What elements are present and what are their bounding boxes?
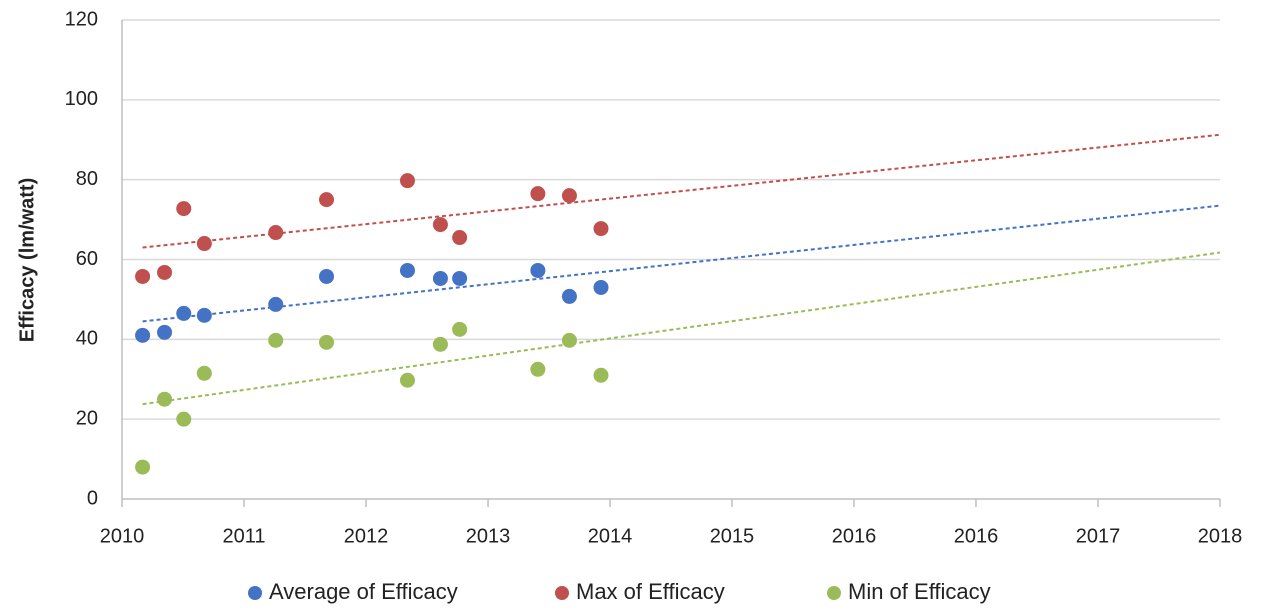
point bbox=[157, 264, 173, 280]
legend-marker bbox=[555, 586, 569, 600]
point bbox=[399, 173, 415, 189]
point bbox=[135, 459, 151, 475]
point bbox=[135, 327, 151, 343]
point bbox=[157, 324, 173, 340]
point bbox=[530, 262, 546, 278]
legend-marker bbox=[827, 586, 841, 600]
x-tick-label: 2013 bbox=[466, 525, 511, 547]
x-tick-label: 2018 bbox=[1198, 525, 1243, 547]
point bbox=[530, 186, 546, 202]
y-tick-label: 80 bbox=[76, 168, 98, 190]
point bbox=[593, 221, 609, 237]
trend-line bbox=[142, 204, 1221, 323]
point bbox=[561, 332, 577, 348]
y-tick-label: 100 bbox=[65, 88, 98, 110]
x-tick-label: 2015 bbox=[710, 525, 755, 547]
point bbox=[452, 230, 468, 246]
x-tick-label: 2011 bbox=[223, 525, 266, 547]
point bbox=[157, 391, 173, 407]
trend-line bbox=[142, 133, 1221, 249]
legend-label: Average of Efficacy bbox=[269, 579, 458, 604]
point bbox=[432, 217, 448, 233]
legend-marker bbox=[248, 586, 262, 600]
point bbox=[593, 279, 609, 295]
point bbox=[561, 288, 577, 304]
point bbox=[176, 201, 192, 217]
point bbox=[530, 361, 546, 377]
point bbox=[319, 268, 335, 284]
point bbox=[176, 411, 192, 427]
point bbox=[196, 236, 212, 252]
point bbox=[196, 307, 212, 323]
point bbox=[561, 188, 577, 204]
point bbox=[196, 365, 212, 381]
y-axis-title: Efficacy (lm/watt) bbox=[16, 178, 38, 342]
x-tick-label: 2010 bbox=[100, 525, 145, 547]
trend-line bbox=[142, 251, 1221, 406]
point bbox=[432, 336, 448, 352]
point bbox=[593, 367, 609, 383]
point bbox=[399, 372, 415, 388]
point bbox=[432, 270, 448, 286]
x-tick-label: 2016 bbox=[832, 525, 877, 547]
point bbox=[135, 268, 151, 284]
y-tick-label: 60 bbox=[76, 248, 98, 270]
point bbox=[399, 262, 415, 278]
point bbox=[268, 332, 284, 348]
point bbox=[319, 192, 335, 208]
point bbox=[452, 270, 468, 286]
legend-label: Max of Efficacy bbox=[576, 579, 725, 604]
y-tick-label: 40 bbox=[76, 328, 98, 350]
y-tick-label: 0 bbox=[87, 487, 98, 509]
point bbox=[268, 225, 284, 241]
point bbox=[319, 334, 335, 350]
x-tick-label: 2014 bbox=[588, 525, 633, 547]
point bbox=[268, 296, 284, 312]
x-tick-label: 2016 bbox=[954, 525, 999, 547]
y-tick-label: 20 bbox=[76, 407, 98, 429]
legend-label: Min of Efficacy bbox=[848, 579, 991, 604]
point bbox=[176, 305, 192, 321]
y-tick-label: 120 bbox=[65, 8, 98, 30]
x-tick-label: 2017 bbox=[1076, 525, 1121, 547]
point bbox=[452, 321, 468, 337]
x-tick-label: 2012 bbox=[344, 525, 389, 547]
